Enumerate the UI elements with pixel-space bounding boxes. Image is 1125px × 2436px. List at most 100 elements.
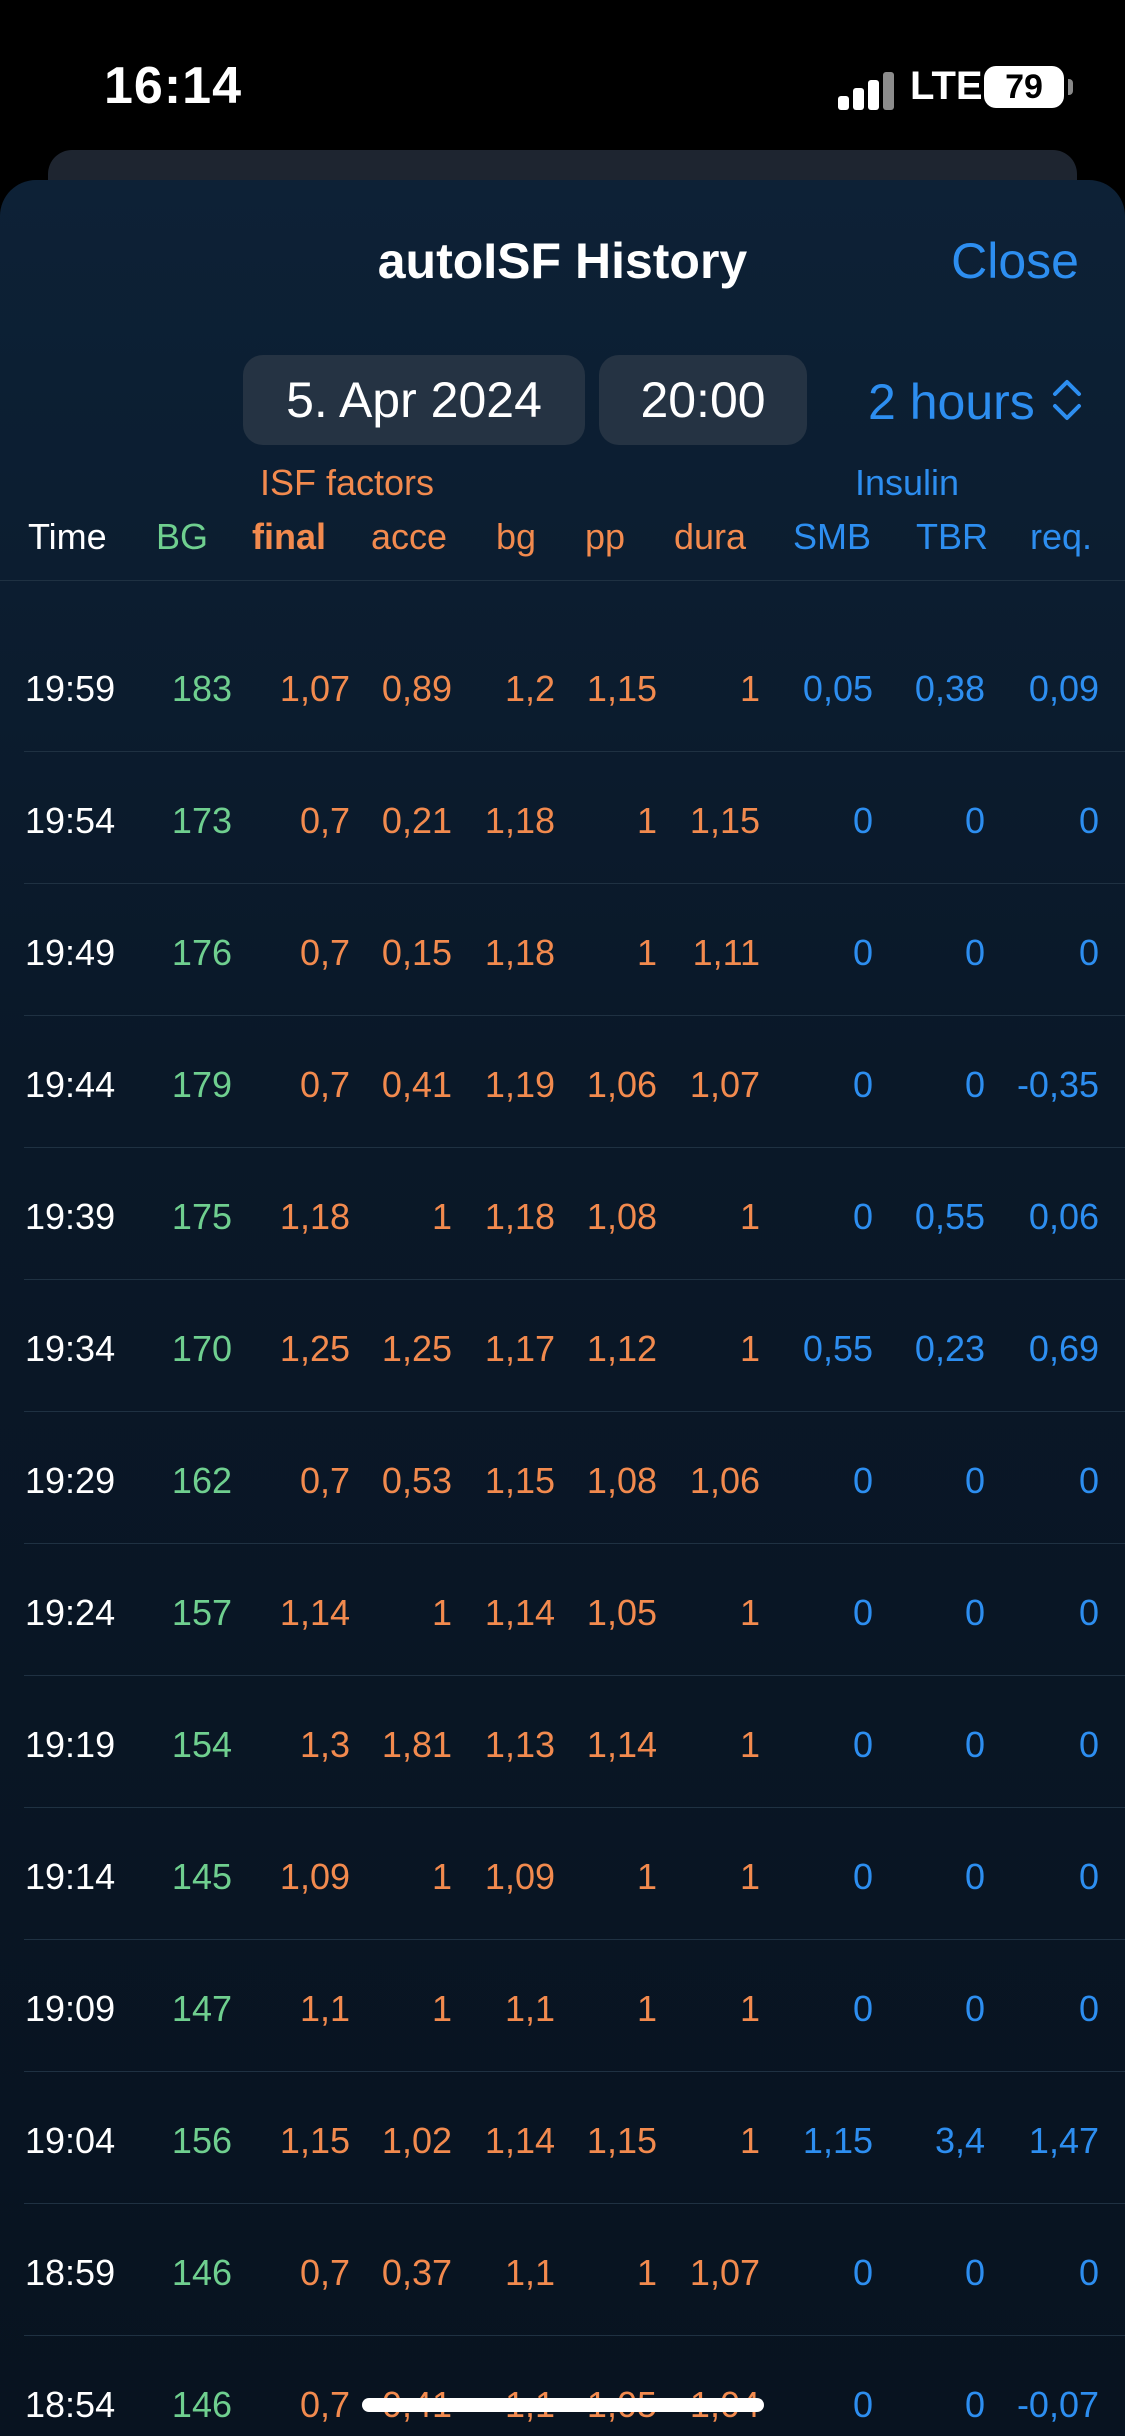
isf-factors-group-label: ISF factors bbox=[260, 462, 435, 503]
cell-tbr: 0 bbox=[964, 1724, 985, 1765]
cell-final: 1,09 bbox=[279, 1856, 350, 1897]
cell-bgf: 1,18 bbox=[484, 932, 555, 973]
cell-req: -0,07 bbox=[1016, 2384, 1099, 2425]
cell-bgf: 1,14 bbox=[484, 1592, 555, 1633]
cell-acce: 1 bbox=[431, 1988, 452, 2029]
cell-req: 0 bbox=[1078, 1988, 1099, 2029]
cell-acce: 0,15 bbox=[381, 932, 452, 973]
cell-req: 1,47 bbox=[1028, 2120, 1099, 2161]
table-row: 19:04 156 1,15 1,02 1,14 1,15 1 1,15 3,4 1,47 bbox=[0, 2072, 1125, 2204]
header-divider bbox=[0, 580, 1125, 581]
range-selector[interactable]: 2 hours bbox=[868, 374, 1035, 430]
time-picker[interactable]: 20:00 bbox=[599, 355, 807, 445]
cell-bg: 146 bbox=[171, 2384, 232, 2425]
cell-req: 0 bbox=[1078, 932, 1099, 973]
cell-smb: 0 bbox=[852, 1592, 873, 1633]
cell-time: 19:39 bbox=[25, 1196, 116, 1237]
col-header-time: Time bbox=[28, 516, 107, 557]
cell-tbr: 0,23 bbox=[914, 1328, 985, 1369]
cell-pp: 1,08 bbox=[586, 1196, 657, 1237]
cell-dura: 1 bbox=[739, 1856, 760, 1897]
cell-time: 19:19 bbox=[25, 1724, 116, 1765]
table-row: 19:14 145 1,09 1 1,09 1 1 0 0 0 bbox=[0, 1808, 1125, 1940]
col-header-tbr: TBR bbox=[916, 516, 988, 557]
cell-time: 19:24 bbox=[25, 1592, 116, 1633]
col-header-bg: BG bbox=[156, 516, 209, 557]
date-picker[interactable]: 5. Apr 2024 bbox=[243, 355, 585, 445]
cell-bg: 176 bbox=[171, 932, 232, 973]
cell-bgf: 1,17 bbox=[484, 1328, 555, 1369]
table-row: 19:39 175 1,18 1 1,18 1,08 1 0 0,55 0,06 bbox=[0, 1148, 1125, 1280]
cell-smb: 0,05 bbox=[802, 668, 873, 709]
cell-dura: 1 bbox=[739, 1592, 760, 1633]
cell-req: 0 bbox=[1078, 1592, 1099, 1633]
cell-bg: 145 bbox=[171, 1856, 232, 1897]
cell-dura: 1 bbox=[739, 1724, 760, 1765]
cell-bgf: 1,14 bbox=[484, 2120, 555, 2161]
col-header-req: req. bbox=[1030, 516, 1093, 557]
cell-acce: 0,89 bbox=[381, 668, 452, 709]
cell-smb: 0 bbox=[852, 1988, 873, 2029]
cell-dura: 1 bbox=[739, 1328, 760, 1369]
cell-pp: 1,12 bbox=[586, 1328, 657, 1369]
row-divider bbox=[24, 1015, 1125, 1016]
cell-req: -0,35 bbox=[1016, 1064, 1099, 1105]
cell-bgf: 1,13 bbox=[484, 1724, 555, 1765]
cell-acce: 0,21 bbox=[381, 800, 452, 841]
cell-tbr: 0 bbox=[964, 1460, 985, 1501]
table-row: 19:59 183 1,07 0,89 1,2 1,15 1 0,05 0,38 0,09 bbox=[0, 620, 1125, 752]
cell-smb: 0 bbox=[852, 2252, 873, 2293]
cell-smb: 0 bbox=[852, 2384, 873, 2425]
cell-final: 0,7 bbox=[299, 2384, 350, 2425]
signal-icon bbox=[838, 70, 898, 110]
cell-req: 0 bbox=[1078, 1724, 1099, 1765]
insulin-group-label: Insulin bbox=[855, 462, 960, 503]
cell-dura: 1,11 bbox=[692, 932, 760, 973]
cell-tbr: 0 bbox=[964, 1064, 985, 1105]
cell-pp: 1,05 bbox=[586, 1592, 657, 1633]
cell-bgf: 1,18 bbox=[484, 800, 555, 841]
cell-smb: 0 bbox=[852, 932, 873, 973]
cell-time: 18:59 bbox=[25, 2252, 116, 2293]
cell-time: 19:34 bbox=[25, 1328, 116, 1369]
chevron-up-down-icon[interactable] bbox=[1050, 376, 1084, 424]
cell-bg: 147 bbox=[171, 1988, 232, 2029]
cell-pp: 1,15 bbox=[586, 2120, 657, 2161]
table-row: 19:09 147 1,1 1 1,1 1 1 0 0 0 bbox=[0, 1940, 1125, 2072]
cell-smb: 0 bbox=[852, 1064, 873, 1105]
table-row: 19:24 157 1,14 1 1,14 1,05 1 0 0 0 bbox=[0, 1544, 1125, 1676]
row-divider bbox=[24, 1807, 1125, 1808]
cell-final: 0,7 bbox=[299, 2252, 350, 2293]
cell-bg: 156 bbox=[171, 2120, 232, 2161]
row-divider bbox=[24, 751, 1125, 752]
cell-final: 0,7 bbox=[299, 932, 350, 973]
table-row: 19:44 179 0,7 0,41 1,19 1,06 1,07 0 0 -0,35 bbox=[0, 1016, 1125, 1148]
home-indicator[interactable] bbox=[362, 2398, 764, 2412]
cell-bgf: 1,15 bbox=[484, 1460, 555, 1501]
cell-tbr: 0 bbox=[964, 932, 985, 973]
network-label: LTE bbox=[910, 64, 983, 108]
cell-pp: 1,06 bbox=[586, 1064, 657, 1105]
cell-tbr: 0 bbox=[964, 1592, 985, 1633]
cell-bgf: 1,19 bbox=[484, 1064, 555, 1105]
cell-req: 0,69 bbox=[1028, 1328, 1099, 1369]
cell-final: 0,7 bbox=[299, 1460, 350, 1501]
col-header-bg-factor: bg bbox=[496, 516, 537, 557]
cell-acce: 0,53 bbox=[381, 1460, 452, 1501]
cell-bg: 157 bbox=[171, 1592, 232, 1633]
close-button[interactable]: Close bbox=[951, 233, 1079, 289]
cell-req: 0 bbox=[1078, 800, 1099, 841]
cell-final: 0,7 bbox=[299, 1064, 350, 1105]
cell-tbr: 0 bbox=[964, 1988, 985, 2029]
cell-final: 1,15 bbox=[279, 2120, 350, 2161]
cell-req: 0,09 bbox=[1028, 668, 1099, 709]
row-divider bbox=[24, 1279, 1125, 1280]
row-divider bbox=[24, 2335, 1125, 2336]
cell-bgf: 1,1 bbox=[504, 2252, 555, 2293]
cell-smb: 1,15 bbox=[802, 2120, 873, 2161]
status-time: 16:14 bbox=[104, 57, 242, 115]
cell-time: 19:04 bbox=[25, 2120, 116, 2161]
col-header-dura: dura bbox=[674, 516, 747, 557]
cell-smb: 0,55 bbox=[802, 1328, 873, 1369]
